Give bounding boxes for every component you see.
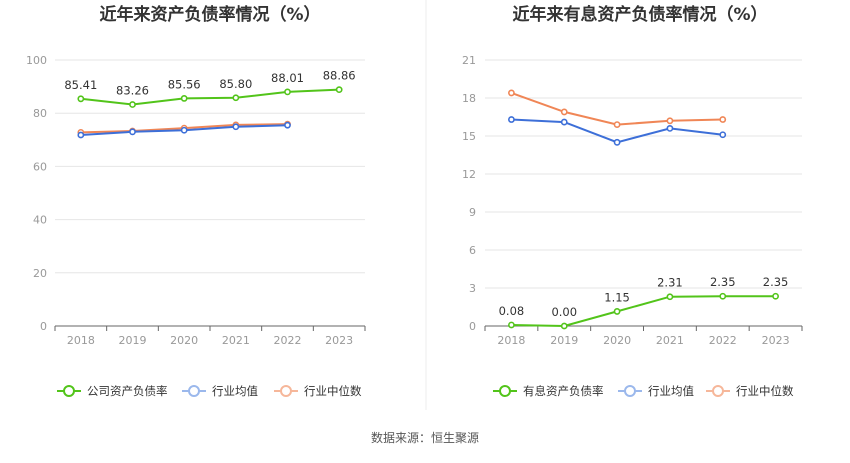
data-label: 2.35 <box>710 275 736 289</box>
y-tick-label: 0 <box>40 320 47 333</box>
data-label: 85.56 <box>168 77 201 91</box>
data-label: 2.35 <box>763 275 789 289</box>
data-point <box>719 116 727 123</box>
data-label: 2.31 <box>657 276 683 290</box>
x-tick-label: 2018 <box>497 334 525 347</box>
data-point <box>719 292 727 300</box>
y-tick-label: 18 <box>462 92 476 105</box>
legend-label: 行业中位数 <box>736 384 794 398</box>
legend-label: 公司资产负债率 <box>87 384 168 398</box>
y-tick-label: 12 <box>462 168 476 181</box>
legend-label: 行业均值 <box>212 384 258 398</box>
data-point <box>508 89 515 97</box>
x-tick-label: 2020 <box>170 334 198 347</box>
source-note: 数据来源：恒生聚源 <box>371 430 479 445</box>
x-tick-label: 2021 <box>656 334 684 347</box>
data-label: 83.26 <box>116 84 149 98</box>
legend-item: 行业中位数 <box>274 384 362 398</box>
data-point <box>508 116 515 123</box>
y-tick-label: 6 <box>469 244 476 257</box>
data-point <box>508 321 515 329</box>
x-tick-label: 2021 <box>222 334 250 347</box>
x-tick-label: 2022 <box>274 334 302 347</box>
data-point <box>232 123 240 131</box>
x-tick-label: 2019 <box>119 334 147 347</box>
legend-label: 行业中位数 <box>304 384 362 398</box>
data-point <box>77 95 85 103</box>
data-point <box>666 293 674 301</box>
x-tick-label: 2022 <box>709 334 737 347</box>
data-label: 85.41 <box>64 78 97 92</box>
y-tick-label: 0 <box>469 320 476 333</box>
y-tick-label: 100 <box>26 54 47 67</box>
legend-item: 有息资产负债率 <box>493 384 604 398</box>
data-label: 0.00 <box>551 305 577 319</box>
data-label: 85.80 <box>219 77 252 91</box>
data-point <box>560 118 568 126</box>
data-point <box>180 95 188 102</box>
chart-title: 近年来资产负债率情况（%） <box>99 4 320 25</box>
data-point <box>284 121 291 129</box>
legend-label: 有息资产负债率 <box>523 384 604 398</box>
y-tick-label: 60 <box>33 160 47 173</box>
data-point <box>560 322 568 330</box>
y-tick-label: 9 <box>469 206 476 219</box>
chart-debt-ratio: 近年来资产负债率情况（%） 0 20 40 60 80 100 2018 2019 2020 202… <box>26 4 366 398</box>
x-tick-label: 2020 <box>603 334 631 347</box>
data-point <box>335 86 343 94</box>
legend-item: 行业中位数 <box>706 384 794 398</box>
data-point <box>180 126 188 134</box>
data-point <box>772 292 779 300</box>
chart-interest-debt-ratio: 近年来有息资产负债率情况（%） 0 3 6 9 12 15 18 21 2018 2019 2020 2… <box>462 4 803 398</box>
data-point <box>666 117 674 125</box>
data-label: 88.86 <box>323 69 356 83</box>
data-label: 0.08 <box>499 304 525 318</box>
series-line <box>80 88 340 106</box>
chart-title: 近年来有息资产负债率情况（%） <box>512 4 767 25</box>
y-tick-label: 80 <box>33 107 47 120</box>
legend-marker <box>624 385 636 397</box>
data-point <box>613 121 621 128</box>
data-point <box>129 128 136 136</box>
y-tick-label: 20 <box>33 267 47 280</box>
x-tick-label: 2023 <box>325 334 353 347</box>
data-point <box>613 308 621 315</box>
legend-marker <box>188 385 200 397</box>
data-point <box>129 101 136 108</box>
data-label: 88.01 <box>271 71 304 85</box>
data-point <box>666 124 674 132</box>
y-tick-label: 40 <box>33 214 47 227</box>
legend-marker <box>280 385 292 397</box>
data-point <box>613 138 621 146</box>
data-point <box>284 88 291 96</box>
x-tick-label: 2019 <box>550 334 578 347</box>
data-point <box>232 94 240 102</box>
x-tick-label: 2023 <box>762 334 790 347</box>
legend-marker <box>712 385 724 397</box>
y-tick-label: 21 <box>462 54 476 67</box>
legend-item: 公司资产负债率 <box>57 384 168 398</box>
legend-item: 行业均值 <box>182 384 258 398</box>
series-line <box>511 295 776 328</box>
legend-marker <box>499 385 511 397</box>
data-point <box>77 131 85 139</box>
y-tick-label: 15 <box>462 130 476 143</box>
legend-marker <box>63 385 75 397</box>
x-tick-label: 2018 <box>67 334 95 347</box>
data-label: 1.15 <box>604 290 630 304</box>
data-point <box>719 131 727 139</box>
data-point <box>560 108 568 116</box>
legend-label: 行业均值 <box>648 384 694 398</box>
y-tick-label: 3 <box>469 282 476 295</box>
legend-item: 行业均值 <box>618 384 694 398</box>
